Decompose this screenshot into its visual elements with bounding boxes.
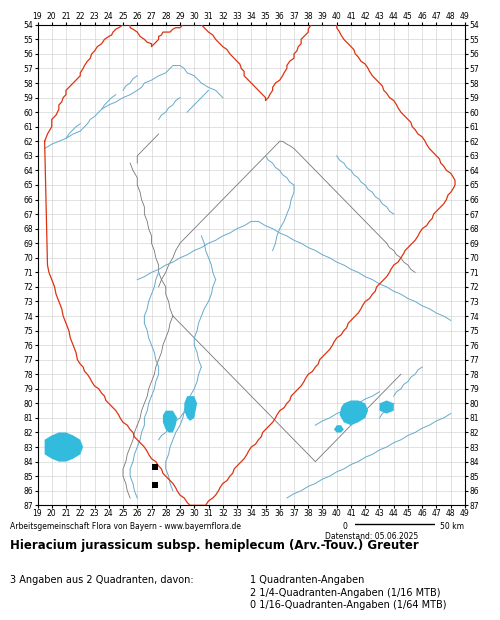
- Text: 0: 0: [342, 522, 347, 531]
- Polygon shape: [184, 396, 197, 421]
- Text: 50 km: 50 km: [440, 522, 464, 531]
- Polygon shape: [163, 410, 177, 433]
- Polygon shape: [340, 401, 368, 425]
- Text: Hieracium jurassicum subsp. hemiplecum (Arv.-Touv.) Greuter: Hieracium jurassicum subsp. hemiplecum (…: [10, 539, 419, 552]
- Text: 3 Angaben aus 2 Quadranten, davon:: 3 Angaben aus 2 Quadranten, davon:: [10, 575, 194, 585]
- Text: Datenstand: 05.06.2025: Datenstand: 05.06.2025: [325, 532, 418, 541]
- Text: 1 Quadranten-Angaben: 1 Quadranten-Angaben: [250, 575, 364, 585]
- Text: Arbeitsgemeinschaft Flora von Bayern - www.bayernflora.de: Arbeitsgemeinschaft Flora von Bayern - w…: [10, 522, 241, 531]
- Polygon shape: [334, 425, 344, 433]
- Text: 2 1/4-Quadranten-Angaben (1/16 MTB): 2 1/4-Quadranten-Angaben (1/16 MTB): [250, 588, 440, 598]
- Polygon shape: [44, 433, 83, 462]
- Text: 0 1/16-Quadranten-Angaben (1/64 MTB): 0 1/16-Quadranten-Angaben (1/64 MTB): [250, 600, 446, 610]
- Polygon shape: [380, 401, 394, 414]
